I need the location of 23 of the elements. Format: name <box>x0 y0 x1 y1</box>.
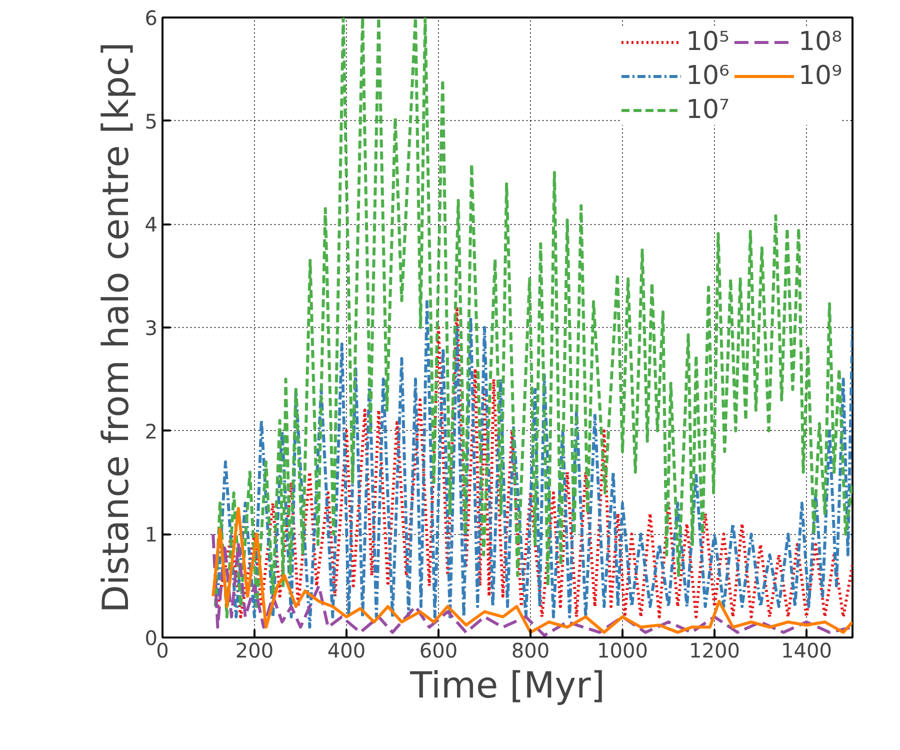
legend-label: 10⁹ <box>798 61 842 91</box>
y-tick-label: 3 <box>144 316 158 340</box>
y-axis-title: Distance from halo centre [kpc] <box>96 42 137 613</box>
line-series <box>214 18 852 618</box>
legend-label: 10⁶ <box>686 61 730 91</box>
x-axis-title: Time [Myr] <box>409 666 605 706</box>
y-tick-label: 2 <box>144 419 158 444</box>
x-tick-label: 400 <box>327 638 366 662</box>
y-tick-label: 1 <box>144 522 158 547</box>
legend-label: 10⁸ <box>798 27 842 57</box>
legend-label: 10⁵ <box>686 27 730 57</box>
y-tick-label: 5 <box>144 109 158 134</box>
x-tick-label: 1000 <box>597 638 648 662</box>
x-tick-label: 1200 <box>689 638 740 662</box>
x-tick-label: 1400 <box>781 638 832 662</box>
line-series <box>212 506 852 634</box>
x-tick-label: 600 <box>419 638 458 662</box>
x-tick-label: 800 <box>511 638 550 662</box>
legend-label: 10⁷ <box>686 95 730 125</box>
x-tick-label: 200 <box>235 638 274 662</box>
line-series <box>212 532 852 637</box>
y-tick-label: 4 <box>144 212 158 237</box>
y-tick-label: 6 <box>144 6 158 30</box>
